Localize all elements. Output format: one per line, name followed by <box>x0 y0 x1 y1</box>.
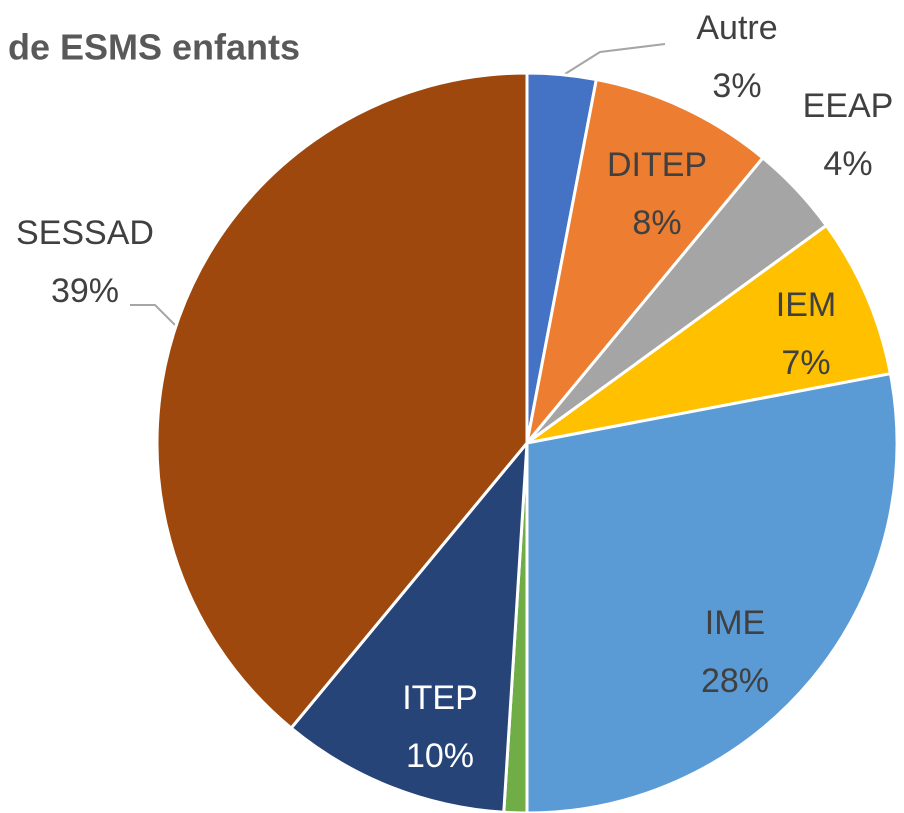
leader-line <box>130 304 176 326</box>
slice-label: SESSAD <box>16 214 154 252</box>
value-label: 3% <box>712 67 761 105</box>
slice-label: ITEP <box>402 679 478 717</box>
value-label: 8% <box>632 204 681 242</box>
slice-label: Autre <box>696 9 777 47</box>
value-label: 4% <box>823 145 872 183</box>
value-label: 10% <box>406 737 474 775</box>
pie-slice <box>155 71 529 731</box>
slice-label: EEAP <box>803 87 894 125</box>
slice-label: IME <box>705 604 765 642</box>
chart-title: de ESMS enfants <box>8 27 300 68</box>
pie-slice <box>526 223 893 445</box>
slice-label: IEM <box>776 286 836 324</box>
pie-slice <box>525 371 899 813</box>
leader-line <box>564 43 666 75</box>
pie-slice <box>289 438 529 813</box>
pie-slice <box>525 77 765 444</box>
value-label: 39% <box>51 272 119 310</box>
value-label: 28% <box>701 662 769 700</box>
value-label: 7% <box>781 344 830 382</box>
slice-label: DITEP <box>607 146 707 184</box>
